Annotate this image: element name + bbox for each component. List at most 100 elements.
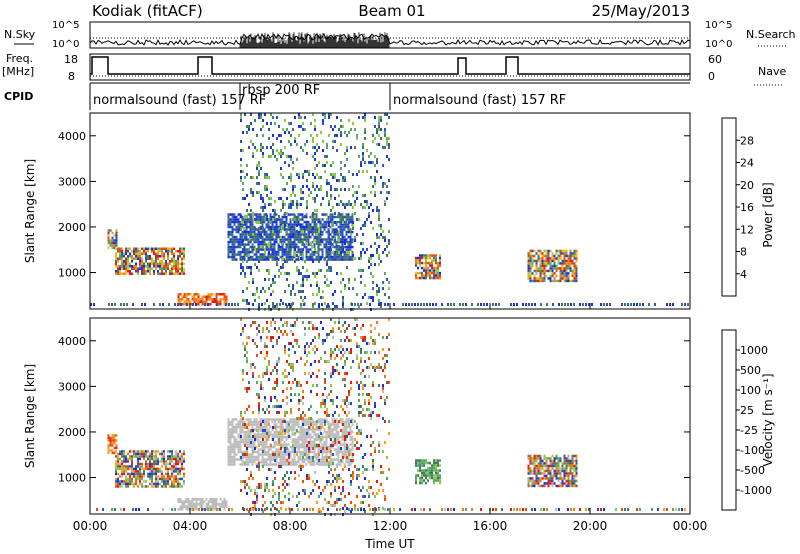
echo-cell: [362, 242, 364, 245]
echo-cell: [435, 269, 437, 272]
echo-cell: [111, 444, 114, 447]
echo-cell: [139, 262, 141, 265]
echo-cell: [282, 420, 284, 423]
echo-cell: [265, 423, 268, 426]
echo-cell: [139, 480, 141, 483]
echo-cell: [360, 275, 362, 278]
echo-cell: [228, 303, 230, 306]
echo-cell: [312, 480, 314, 483]
echo-cell: [243, 440, 246, 444]
echo-cell: [384, 303, 386, 306]
echo-cell: [265, 463, 268, 466]
echo-cell: [233, 245, 236, 249]
echo-cell: [177, 303, 179, 306]
echo-cell: [368, 257, 370, 260]
echo-cell: [251, 460, 254, 464]
echo-cell: [279, 455, 282, 459]
echo-cell: [314, 360, 316, 363]
echo-cell: [318, 426, 320, 429]
echo-cell: [384, 134, 386, 137]
echo-cell: [248, 423, 250, 426]
echo-cell: [334, 125, 336, 128]
echo-cell: [284, 224, 286, 227]
echo-cell: [306, 200, 308, 203]
echo-cell: [339, 245, 342, 249]
echo-cell: [312, 146, 314, 149]
echo-cell: [342, 305, 344, 308]
echo-cell: [687, 303, 689, 306]
echo-cell: [376, 128, 378, 131]
echo-cell: [113, 246, 116, 250]
echo-cell: [345, 255, 348, 259]
echo-cell: [260, 483, 262, 486]
echo-cell: [344, 179, 346, 182]
echo-cell: [245, 418, 248, 421]
echo-cell: [280, 167, 282, 170]
echo-cell: [299, 463, 302, 466]
echo-cell: [271, 418, 274, 421]
echo-cell: [417, 256, 419, 260]
echo-cell: [135, 475, 137, 478]
echo-cell: [564, 303, 566, 306]
echo-cell: [237, 440, 240, 444]
echo-cell: [362, 269, 364, 272]
echo-cell: [141, 485, 143, 488]
echo-cell: [278, 510, 280, 513]
echo-cell: [269, 245, 272, 249]
echo-cell: [319, 240, 322, 244]
echo-cell: [288, 429, 290, 432]
echo-cell: [362, 194, 364, 197]
echo-cell: [195, 498, 198, 501]
echo-cell: [437, 264, 439, 267]
echo-cell: [135, 482, 137, 486]
echo-cell: [107, 439, 110, 442]
echo-cell: [336, 203, 338, 206]
echo-cell: [251, 225, 254, 229]
echo-cell: [159, 247, 161, 250]
echo-cell: [231, 225, 234, 229]
echo-cell: [337, 450, 340, 454]
echo-cell: [351, 230, 354, 234]
echo-cell: [240, 158, 242, 161]
echo-cell: [297, 425, 300, 429]
echo-cell: [191, 498, 194, 501]
echo-cell: [289, 238, 292, 241]
echo-cell: [284, 345, 286, 348]
echo-cell: [291, 228, 294, 231]
echo-cell: [267, 428, 270, 431]
echo-cell: [317, 235, 320, 239]
y-tick-label: 4000: [58, 130, 86, 143]
echo-cell: [330, 173, 332, 176]
echo-cell: [337, 433, 340, 436]
echo-cell: [179, 255, 181, 258]
echo-cell: [308, 194, 310, 197]
echo-cell: [119, 475, 121, 478]
echo-cell: [171, 247, 173, 250]
echo-cell: [252, 435, 254, 438]
echo-cell: [437, 269, 439, 272]
echo-cell: [248, 266, 250, 269]
echo-cell: [280, 507, 282, 510]
echo-cell: [231, 460, 234, 464]
echo-cell: [525, 303, 527, 306]
echo-cell: [569, 259, 572, 263]
echo-cell: [575, 249, 578, 253]
echo-cell: [339, 258, 342, 261]
echo-cell: [261, 453, 264, 456]
echo-cell: [250, 366, 252, 369]
echo-cell: [113, 241, 116, 245]
echo-cell: [429, 276, 431, 280]
echo-cell: [239, 245, 242, 249]
echo-cell: [328, 182, 330, 185]
echo-cell: [239, 425, 242, 429]
echo-cell: [415, 264, 417, 267]
echo-cell: [260, 423, 262, 426]
echo-cell: [237, 423, 240, 426]
echo-cell: [336, 272, 338, 275]
echo-cell: [286, 387, 288, 390]
echo-cell: [270, 501, 272, 504]
echo-cell: [318, 146, 320, 149]
echo-cell: [179, 500, 182, 503]
echo-cell: [415, 261, 417, 265]
